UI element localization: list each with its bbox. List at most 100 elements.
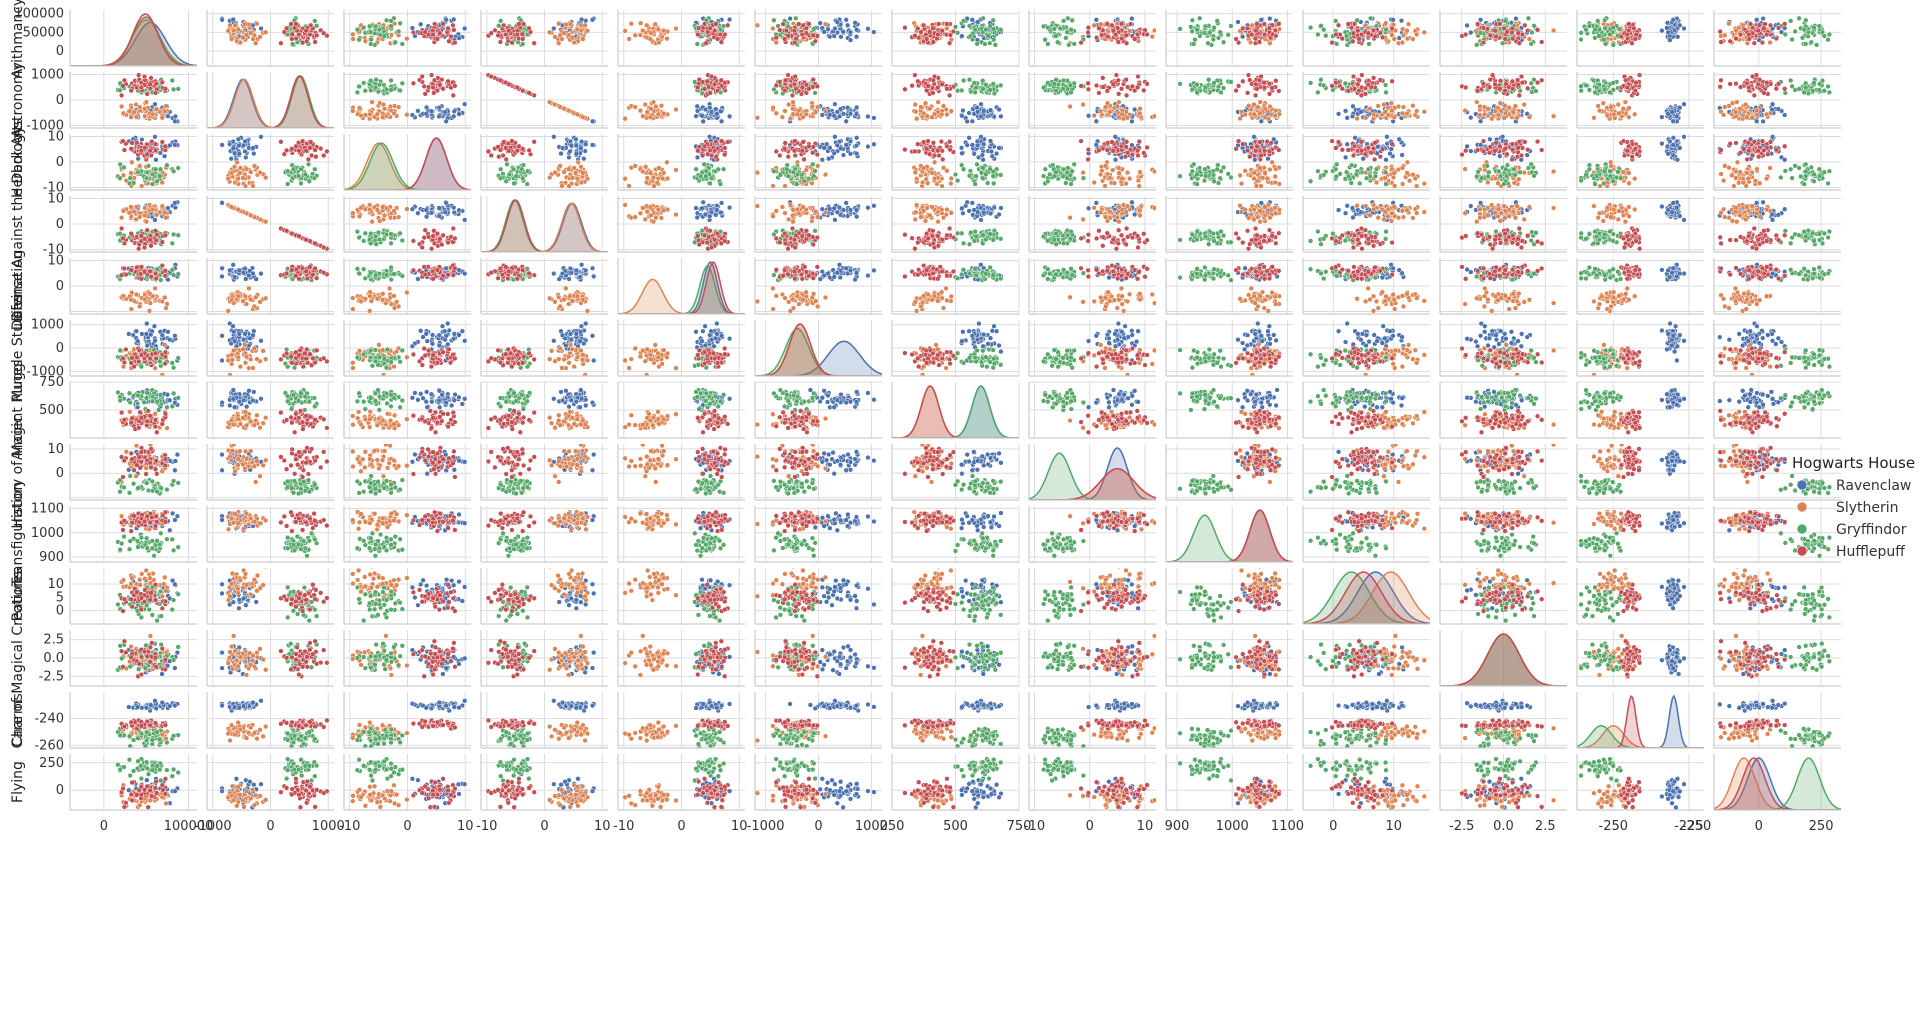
point-slytherin [137,164,142,169]
point-slytherin [643,102,648,107]
point-ravenclaw [1130,119,1135,124]
point-hufflepuff [1234,88,1239,93]
point-hufflepuff [1359,85,1364,90]
point-slytherin [1092,113,1097,118]
point-hufflepuff [148,82,153,87]
point-slytherin [1411,37,1416,42]
point-hufflepuff [449,34,454,39]
point-ravenclaw [153,102,158,107]
point-slytherin [629,21,634,26]
point-gryffindor [1532,23,1537,28]
cell-0-11 [1577,10,1704,66]
point-hufflepuff [304,28,309,33]
point-hufflepuff [1099,33,1104,38]
point-ravenclaw [424,111,429,116]
point-hufflepuff [297,148,302,153]
point-hufflepuff [121,139,126,144]
point-hufflepuff [1351,74,1356,79]
point-hufflepuff [1350,39,1355,44]
point-slytherin [1596,104,1601,109]
point-hufflepuff [290,32,295,37]
cell-0-6 [892,10,1019,66]
point-gryffindor [1334,42,1339,47]
point-hufflepuff [1378,31,1383,36]
point-hufflepuff [951,29,956,34]
point-gryffindor [772,18,777,23]
point-slytherin [657,40,662,45]
point-hufflepuff [1111,28,1116,33]
point-gryffindor [1206,77,1211,82]
point-gryffindor [150,172,155,177]
point-gryffindor [1343,81,1348,86]
point-ravenclaw [854,105,859,110]
point-slytherin [255,21,260,26]
point-slytherin [1107,110,1112,115]
point-slytherin [238,171,243,176]
point-slytherin [1252,112,1257,117]
point-slytherin [936,100,941,105]
point-gryffindor [1054,88,1059,93]
point-slytherin [627,37,632,42]
point-hufflepuff [1253,28,1258,33]
point-slytherin [1092,23,1097,28]
point-slytherin [1376,104,1381,109]
point-gryffindor [389,19,394,24]
point-gryffindor [993,43,998,48]
point-hufflepuff [931,40,936,45]
point-hufflepuff [1380,35,1385,40]
point-gryffindor [967,77,972,82]
point-gryffindor [1827,32,1832,37]
point-hufflepuff [1262,22,1267,27]
point-gryffindor [1178,82,1183,87]
point-gryffindor [118,88,123,93]
point-hufflepuff [1637,73,1642,78]
point-slytherin [930,115,935,120]
point-gryffindor [1826,37,1831,42]
point-slytherin [562,106,567,111]
point-slytherin [1744,115,1749,120]
point-gryffindor [1045,42,1050,47]
point-gryffindor [170,78,175,83]
point-slytherin [1527,115,1532,120]
point-slytherin [640,114,645,119]
point-gryffindor [118,176,123,181]
point-hufflepuff [119,93,124,98]
point-slytherin [1368,106,1373,111]
point-hufflepuff [1490,73,1495,78]
point-slytherin [810,104,815,109]
point-hufflepuff [446,26,451,31]
point-hufflepuff [160,140,165,145]
point-gryffindor [1229,80,1234,85]
cells [70,10,1841,810]
point-ravenclaw [853,20,858,25]
point-gryffindor [296,174,301,179]
point-ravenclaw [437,114,442,119]
point-hufflepuff [1757,23,1762,28]
point-ravenclaw [848,111,853,116]
point-ravenclaw [251,146,256,151]
point-hufflepuff [1494,34,1499,39]
point-gryffindor [1478,30,1483,35]
point-slytherin [263,175,268,180]
point-ravenclaw [848,30,853,35]
point-slytherin [1502,116,1507,121]
point-slytherin [1551,114,1556,119]
point-gryffindor [136,170,141,175]
point-hufflepuff [1357,37,1362,42]
point-hufflepuff [1255,22,1260,27]
point-gryffindor [1802,27,1807,32]
point-hufflepuff [704,41,709,46]
point-ravenclaw [444,17,449,22]
point-ravenclaw [703,107,708,112]
point-gryffindor [400,81,405,86]
point-slytherin [786,102,791,107]
point-hufflepuff [1719,40,1724,45]
point-hufflepuff [1094,35,1099,40]
cell-marks [1041,73,1174,124]
point-ravenclaw [988,108,993,113]
point-ravenclaw [462,102,467,107]
point-gryffindor [1219,90,1224,95]
point-gryffindor [1809,40,1814,45]
point-slytherin [137,105,142,110]
point-hufflepuff [695,32,700,37]
